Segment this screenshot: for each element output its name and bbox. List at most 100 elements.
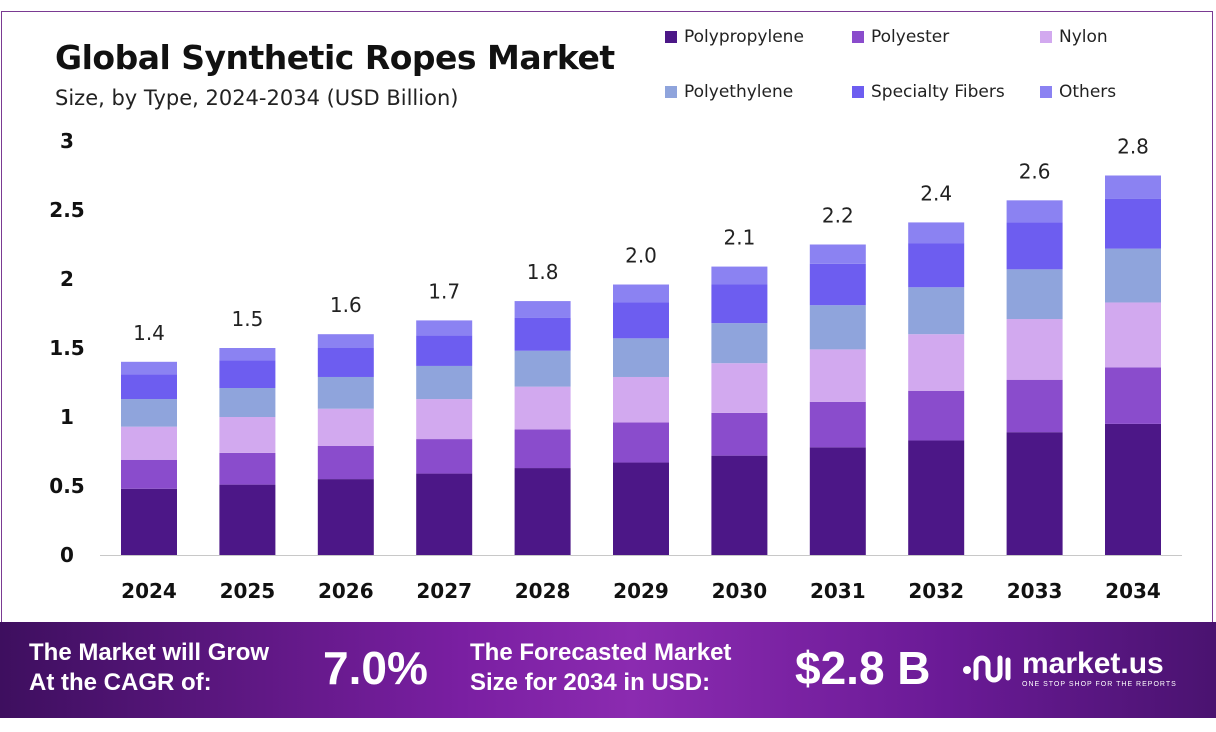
bar-segment-polypropylene [514, 468, 571, 555]
bar-segment-others [809, 244, 866, 264]
x-tick-label: 2024 [121, 579, 177, 603]
cagr-label: The Market will Grow At the CAGR of: [29, 638, 269, 698]
legend: Polypropylene Polyester Nylon Polyethyle… [665, 27, 1205, 107]
y-tick-label: 1 [60, 405, 74, 429]
bar-segment-specialty-fibers [416, 335, 473, 366]
bar-segment-polypropylene [219, 484, 276, 555]
legend-label: Specialty Fibers [871, 82, 1005, 102]
brand-name: market.us [1022, 646, 1164, 680]
forecast-value: $2.8 B [795, 642, 931, 694]
bar-segment-specialty-fibers [809, 263, 866, 306]
bar-segment-others [711, 266, 768, 285]
bar-segment-specialty-fibers [317, 348, 374, 377]
bar-segment-others [121, 361, 177, 375]
bar-segment-nylon [416, 399, 473, 440]
legend-label: Polypropylene [684, 27, 804, 47]
bar-segment-others [1006, 200, 1063, 223]
bar-total-label: 1.8 [527, 260, 559, 284]
x-tick-label: 2029 [613, 579, 669, 603]
y-tick-label: 2.5 [49, 198, 84, 222]
bar-total-label: 2.0 [625, 244, 657, 268]
bar-segment-others [1105, 175, 1161, 199]
bar-segment-polypropylene [908, 440, 965, 555]
chart-title: Global Synthetic Ropes Market [55, 38, 615, 77]
x-tick-label: 2034 [1105, 579, 1161, 603]
x-tick-label: 2032 [908, 579, 964, 603]
legend-label: Others [1059, 82, 1117, 102]
legend-swatch [665, 31, 677, 43]
bar-segment-polyester [1105, 367, 1161, 424]
bar-segment-nylon [514, 386, 571, 430]
bar-segment-polyester [711, 412, 768, 456]
bar-segment-polyester [613, 422, 669, 463]
legend-item-others: Others [1040, 82, 1116, 102]
bar-segment-polypropylene [1006, 432, 1063, 555]
bar-segment-polyester [1006, 379, 1063, 433]
brand-tagline: ONE STOP SHOP FOR THE REPORTS [1022, 680, 1177, 688]
legend-label: Polyethylene [684, 82, 794, 102]
bar-segment-polypropylene [809, 447, 866, 555]
legend-item-specialty-fibers: Specialty Fibers [852, 82, 1005, 102]
bar-segment-polyethylene [1105, 248, 1161, 303]
brand-logo: market.us ONE STOP SHOP FOR THE REPORTS [962, 648, 1177, 688]
bar-segment-polyester [809, 401, 866, 448]
cagr-value: 7.0% [323, 642, 428, 694]
bar-total-label: 1.4 [133, 321, 165, 345]
bar-segment-nylon [1006, 319, 1063, 380]
cagr-label-line2: At the CAGR of: [29, 669, 212, 696]
legend-swatch [852, 86, 864, 98]
bar-segment-specialty-fibers [1105, 198, 1161, 249]
bar-segment-specialty-fibers [908, 243, 965, 288]
bar-segment-nylon [908, 334, 965, 391]
legend-item-nylon: Nylon [1040, 27, 1108, 47]
bar-segment-polyester [908, 390, 965, 441]
forecast-label: The Forecasted Market Size for 2034 in U… [470, 638, 731, 698]
bar-segment-polyethylene [514, 350, 571, 387]
bar-total-label: 2.6 [1019, 159, 1051, 183]
x-tick-label: 2026 [318, 579, 374, 603]
bar-total-label: 1.6 [330, 293, 362, 317]
legend-swatch [665, 86, 677, 98]
bar-segment-polypropylene [416, 473, 473, 555]
legend-item-polypropylene: Polypropylene [665, 27, 804, 47]
bar-segment-polyester [219, 452, 276, 485]
bar-segment-nylon [317, 408, 374, 446]
bar-segment-nylon [613, 376, 669, 423]
bar-segment-nylon [121, 426, 177, 460]
legend-swatch [1040, 31, 1052, 43]
legend-label: Polyester [871, 27, 950, 47]
bar-total-label: 2.1 [723, 226, 755, 250]
bar-segment-polyethylene [416, 365, 473, 400]
bar-segment-polyester [121, 459, 177, 489]
bar-segment-others [416, 320, 473, 336]
bar-segment-specialty-fibers [1006, 222, 1063, 270]
x-tick-label: 2033 [1007, 579, 1063, 603]
bar-segment-nylon [711, 363, 768, 413]
y-tick-label: 3 [60, 129, 74, 153]
bar-total-label: 1.5 [231, 307, 263, 331]
market-us-logo-icon [963, 655, 1011, 683]
bar-segment-specialty-fibers [121, 374, 177, 400]
bar-segment-polypropylene [121, 488, 177, 555]
bar-segment-specialty-fibers [514, 317, 571, 351]
bar-segment-specialty-fibers [613, 302, 669, 339]
forecast-label-line1: The Forecasted Market [470, 639, 732, 666]
bar-segment-polypropylene [711, 455, 768, 555]
bar-total-label: 2.2 [822, 204, 854, 228]
x-tick-label: 2028 [515, 579, 571, 603]
chart-subtitle: Size, by Type, 2024-2034 (USD Billion) [55, 86, 459, 110]
bar-segment-others [613, 284, 669, 303]
legend-label: Nylon [1059, 27, 1108, 47]
y-tick-label: 1.5 [49, 336, 84, 360]
cagr-label-line1: The Market will Grow [29, 639, 270, 666]
bar-segment-nylon [219, 417, 276, 453]
bar-segment-others [908, 222, 965, 244]
legend-item-polyester: Polyester [852, 27, 949, 47]
legend-item-polyethylene: Polyethylene [665, 82, 793, 102]
y-tick-label: 0 [60, 543, 74, 567]
bar-total-label: 1.7 [428, 279, 460, 303]
x-tick-label: 2030 [712, 579, 768, 603]
bar-total-label: 2.8 [1117, 135, 1149, 159]
bar-segment-polyethylene [219, 388, 276, 417]
bar-segment-polyethylene [809, 305, 866, 350]
